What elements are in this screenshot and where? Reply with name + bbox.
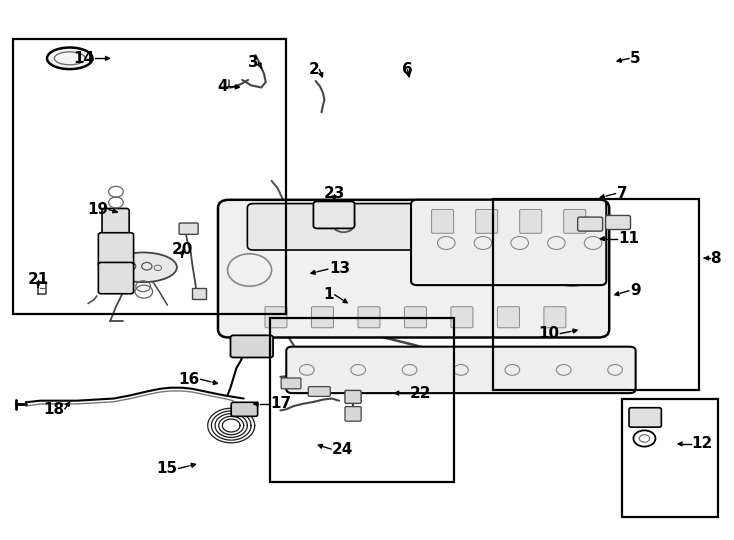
FancyBboxPatch shape xyxy=(578,217,603,231)
FancyBboxPatch shape xyxy=(218,200,609,338)
Ellipse shape xyxy=(47,48,92,69)
Text: 3: 3 xyxy=(248,55,258,70)
Text: 17: 17 xyxy=(270,396,291,411)
Text: 1: 1 xyxy=(324,287,334,302)
FancyBboxPatch shape xyxy=(544,307,566,328)
FancyBboxPatch shape xyxy=(564,210,586,233)
FancyBboxPatch shape xyxy=(281,378,301,389)
Text: 20: 20 xyxy=(171,242,193,257)
FancyBboxPatch shape xyxy=(520,210,542,233)
Text: 21: 21 xyxy=(28,272,48,287)
FancyBboxPatch shape xyxy=(102,208,129,237)
FancyBboxPatch shape xyxy=(98,233,134,267)
FancyBboxPatch shape xyxy=(498,307,520,328)
FancyBboxPatch shape xyxy=(606,215,631,230)
FancyBboxPatch shape xyxy=(345,407,361,421)
Ellipse shape xyxy=(109,252,177,282)
FancyBboxPatch shape xyxy=(451,307,473,328)
FancyBboxPatch shape xyxy=(432,210,454,233)
Text: 4: 4 xyxy=(217,79,228,94)
Text: 5: 5 xyxy=(630,51,640,66)
Bar xyxy=(493,199,699,390)
Text: 7: 7 xyxy=(617,186,627,201)
Text: 8: 8 xyxy=(711,251,721,266)
Text: 23: 23 xyxy=(323,186,345,201)
FancyBboxPatch shape xyxy=(411,200,606,285)
FancyBboxPatch shape xyxy=(286,347,636,393)
Ellipse shape xyxy=(54,52,85,65)
Bar xyxy=(622,399,718,517)
Text: 22: 22 xyxy=(410,386,431,401)
Text: 16: 16 xyxy=(178,372,200,387)
Text: 14: 14 xyxy=(73,51,94,66)
Bar xyxy=(13,39,286,314)
Text: 6: 6 xyxy=(402,62,413,77)
Bar xyxy=(270,318,454,482)
FancyBboxPatch shape xyxy=(230,335,273,357)
FancyBboxPatch shape xyxy=(476,210,498,233)
FancyBboxPatch shape xyxy=(313,201,355,228)
Text: 19: 19 xyxy=(87,202,109,217)
FancyBboxPatch shape xyxy=(192,288,206,299)
Text: 11: 11 xyxy=(618,231,639,246)
Text: 13: 13 xyxy=(329,261,350,276)
Text: 24: 24 xyxy=(332,442,353,457)
FancyBboxPatch shape xyxy=(308,387,330,396)
FancyBboxPatch shape xyxy=(311,307,333,328)
FancyBboxPatch shape xyxy=(247,204,582,250)
FancyBboxPatch shape xyxy=(345,390,361,403)
FancyBboxPatch shape xyxy=(404,307,426,328)
Text: 10: 10 xyxy=(538,326,559,341)
Text: 15: 15 xyxy=(156,461,178,476)
FancyBboxPatch shape xyxy=(179,223,198,234)
FancyBboxPatch shape xyxy=(98,262,134,294)
FancyBboxPatch shape xyxy=(358,307,380,328)
Text: 9: 9 xyxy=(630,283,640,298)
Text: 2: 2 xyxy=(308,62,319,77)
Text: 18: 18 xyxy=(43,402,65,417)
FancyBboxPatch shape xyxy=(265,307,287,328)
Text: 12: 12 xyxy=(691,436,713,451)
FancyBboxPatch shape xyxy=(231,402,258,416)
FancyBboxPatch shape xyxy=(629,408,661,427)
